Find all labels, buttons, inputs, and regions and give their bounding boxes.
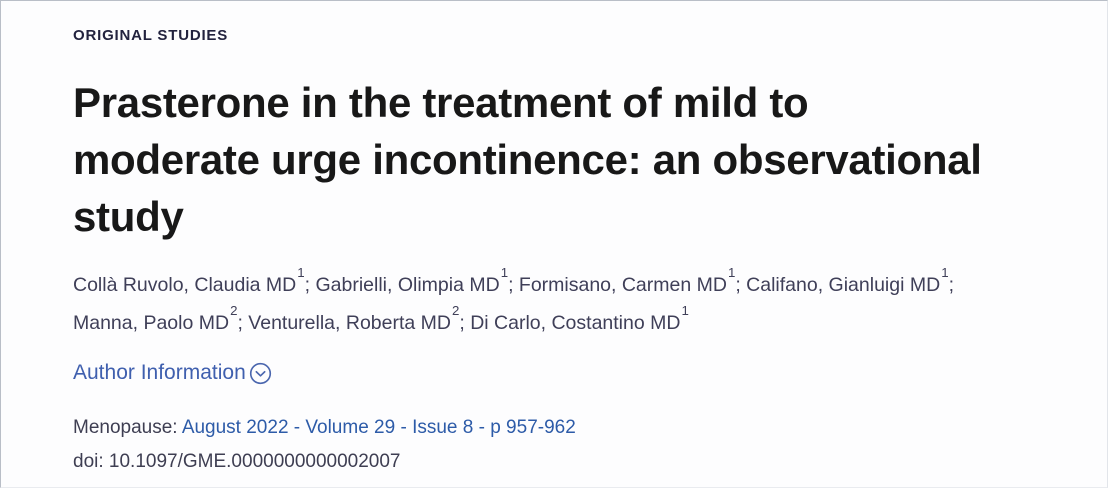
author: Califano, Gianluigi MD1;: [746, 264, 954, 296]
article-type-label: ORIGINAL STUDIES: [73, 27, 229, 44]
article-title: Prasterone in the treatment of mild to mo…: [73, 79, 982, 240]
author: Venturella, Roberta MD2;: [248, 302, 465, 334]
author: Di Carlo, Costantino MD1: [470, 302, 689, 334]
author: Collà Ruvolo, Claudia MD1;: [73, 264, 311, 296]
doi-line: doi: 10.1097/GME.0000000000002007: [73, 451, 401, 472]
author-list: Collà Ruvolo, Claudia MD1; Gabrielli, Ol…: [73, 266, 1037, 342]
article-header: ORIGINAL STUDIES Prasterone in the treat…: [1, 1, 1107, 475]
issue-link[interactable]: August 2022 - Volume 29 - Issue 8 - p 95…: [181, 417, 576, 438]
author: Formisano, Carmen MD1;: [518, 264, 741, 296]
author-information-label: Author Information: [73, 360, 246, 384]
author: Gabrielli, Olimpia MD1;: [315, 264, 514, 296]
author-information-toggle[interactable]: Author Information: [73, 360, 272, 385]
chevron-down-circle-icon: [249, 362, 272, 385]
journal-name-label: Menopause:: [73, 417, 182, 438]
author: Manna, Paolo MD2;: [73, 302, 243, 334]
citation-line: Menopause: August 2022 - Volume 29 - Iss…: [73, 415, 1037, 441]
